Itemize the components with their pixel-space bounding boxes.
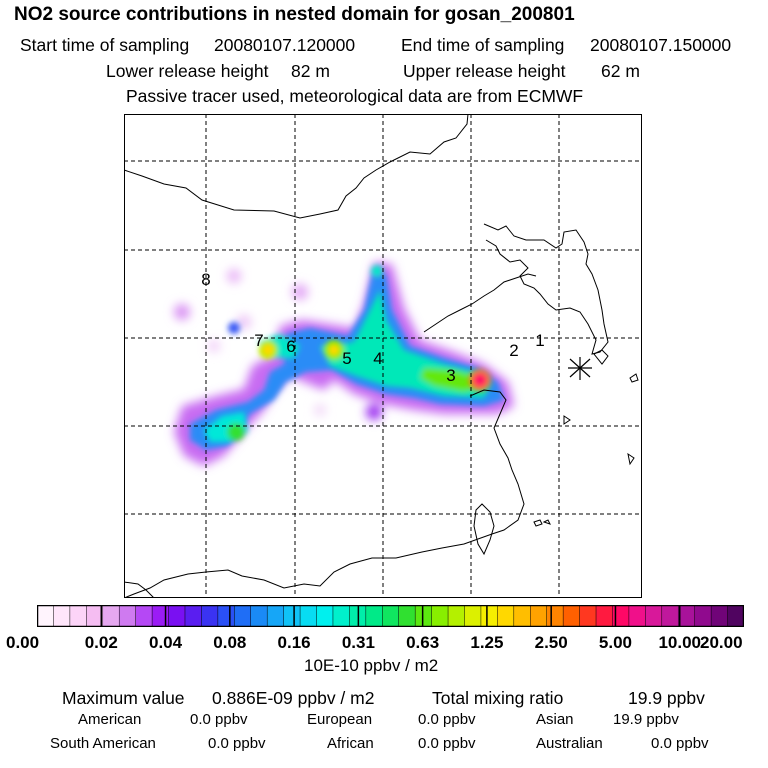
max-value-label: Maximum value bbox=[62, 688, 185, 708]
region-south-american-label: South American bbox=[50, 735, 156, 752]
colorbar-segment bbox=[480, 604, 499, 628]
region-european-label: European bbox=[307, 711, 373, 728]
region-american-value: 0.0 ppbv bbox=[190, 711, 248, 728]
colorbar-tick-label: 0.02 bbox=[84, 633, 118, 652]
colorbar-segment bbox=[530, 604, 548, 628]
source-label-2: 2 bbox=[509, 341, 518, 360]
plume-core bbox=[204, 265, 490, 442]
colorbar-tick-label: 5.00 bbox=[598, 633, 632, 652]
colorbar-tick-label: 0.00 bbox=[6, 633, 40, 652]
colorbar-segment bbox=[661, 604, 679, 628]
colorbar-svg bbox=[36, 604, 745, 628]
colorbar-segment bbox=[217, 604, 236, 628]
colorbar-segment bbox=[69, 604, 88, 628]
colorbar-tick-label: 1.25 bbox=[470, 633, 504, 652]
source-label-7: 7 bbox=[254, 331, 263, 350]
model-note: Passive tracer used, meteorological data… bbox=[126, 86, 584, 106]
colorbar-unit: 10E-10 ppbv / m2 bbox=[304, 656, 439, 675]
colorbar-tick-label: 0.31 bbox=[341, 633, 375, 652]
lower-height-value: 82 m bbox=[291, 61, 330, 81]
colorbar-segment bbox=[398, 604, 416, 628]
colorbar-tick-label: 0.63 bbox=[406, 633, 440, 652]
colorbar-segment bbox=[562, 604, 581, 628]
colorbar-tick-label: 0.16 bbox=[277, 633, 311, 652]
map-panel: 1 2 3 4 5 6 7 8 bbox=[124, 114, 642, 598]
colorbar-tick-label: 10.00 bbox=[658, 633, 701, 652]
region-american-label: American bbox=[78, 711, 142, 728]
colorbar-segment bbox=[53, 604, 71, 628]
total-mixing-value: 19.9 ppbv bbox=[628, 688, 705, 708]
colorbar-tick-label: 0.04 bbox=[148, 633, 183, 652]
colorbar-segment bbox=[645, 604, 663, 628]
colorbar-segment bbox=[299, 604, 318, 628]
region-european-value: 0.0 ppbv bbox=[418, 711, 476, 728]
start-time-label: Start time of sampling bbox=[20, 35, 190, 55]
total-mixing-label: Total mixing ratio bbox=[432, 688, 564, 708]
colorbar-segment bbox=[36, 604, 55, 628]
upper-height-label: Upper release height bbox=[403, 61, 566, 81]
colorbar-tick-label: 0.08 bbox=[213, 633, 247, 652]
colorbar-segment bbox=[546, 604, 564, 628]
colorbar-frame bbox=[36, 604, 745, 628]
page-title: NO2 source contributions in nested domai… bbox=[14, 4, 575, 25]
colorbar-segment bbox=[513, 604, 532, 628]
region-south-american-value: 0.0 ppbv bbox=[208, 735, 266, 752]
colorbar bbox=[36, 604, 745, 628]
source-label-4: 4 bbox=[373, 349, 382, 368]
colorbar-segment bbox=[694, 604, 712, 628]
colorbar-segment bbox=[316, 604, 334, 628]
source-label-6: 6 bbox=[286, 337, 295, 356]
colorbar-tick-label: 2.50 bbox=[534, 633, 568, 652]
colorbar-segment bbox=[365, 604, 384, 628]
colorbar-segment bbox=[431, 604, 449, 628]
source-label-3: 3 bbox=[446, 366, 455, 385]
colorbar-segment bbox=[414, 604, 433, 628]
colorbar-segment bbox=[710, 604, 729, 628]
colorbar-segment bbox=[497, 604, 515, 628]
colorbar-segment bbox=[201, 604, 219, 628]
colorbar-segment bbox=[677, 604, 696, 628]
region-asian-value: 19.9 ppbv bbox=[613, 711, 679, 728]
colorbar-segment bbox=[135, 604, 153, 628]
colorbar-segment bbox=[464, 604, 482, 628]
colorbar-tick-label: 20.00 bbox=[700, 633, 743, 652]
colorbar-segment bbox=[250, 604, 268, 628]
region-african-value: 0.0 ppbv bbox=[418, 735, 476, 752]
colorbar-segment bbox=[579, 604, 597, 628]
map-gridlines bbox=[124, 114, 642, 598]
colorbar-segment bbox=[332, 604, 351, 628]
asterisk-icon bbox=[568, 357, 592, 380]
colorbar-segment bbox=[234, 604, 252, 628]
colorbar-segment bbox=[118, 604, 137, 628]
colorbar-segment bbox=[151, 604, 170, 628]
end-time-value: 20080107.150000 bbox=[590, 35, 732, 55]
start-time-value: 20080107.120000 bbox=[214, 35, 356, 55]
upper-height-value: 62 m bbox=[601, 61, 640, 81]
region-australian-label: Australian bbox=[536, 735, 603, 752]
colorbar-segment bbox=[628, 604, 647, 628]
source-label-1: 1 bbox=[535, 331, 544, 350]
source-label-5: 5 bbox=[342, 349, 351, 368]
colorbar-segment bbox=[168, 604, 186, 628]
colorbar-segment bbox=[266, 604, 285, 628]
coastlines bbox=[124, 114, 639, 598]
colorbar-segment bbox=[595, 604, 614, 628]
colorbar-segment bbox=[727, 604, 745, 628]
region-asian-label: Asian bbox=[536, 711, 574, 728]
lower-height-label: Lower release height bbox=[106, 61, 269, 81]
source-label-8: 8 bbox=[201, 270, 210, 289]
colorbar-segment bbox=[102, 604, 120, 628]
region-australian-value: 0.0 ppbv bbox=[651, 735, 709, 752]
colorbar-segment bbox=[283, 604, 301, 628]
plume-hotspots bbox=[262, 344, 491, 391]
map-frame bbox=[124, 114, 642, 598]
colorbar-segment bbox=[184, 604, 203, 628]
max-value: 0.886E-09 ppbv / m2 bbox=[212, 688, 375, 708]
colorbar-segment bbox=[447, 604, 466, 628]
end-time-label: End time of sampling bbox=[401, 35, 565, 55]
region-african-label: African bbox=[327, 735, 374, 752]
colorbar-segment bbox=[382, 604, 400, 628]
